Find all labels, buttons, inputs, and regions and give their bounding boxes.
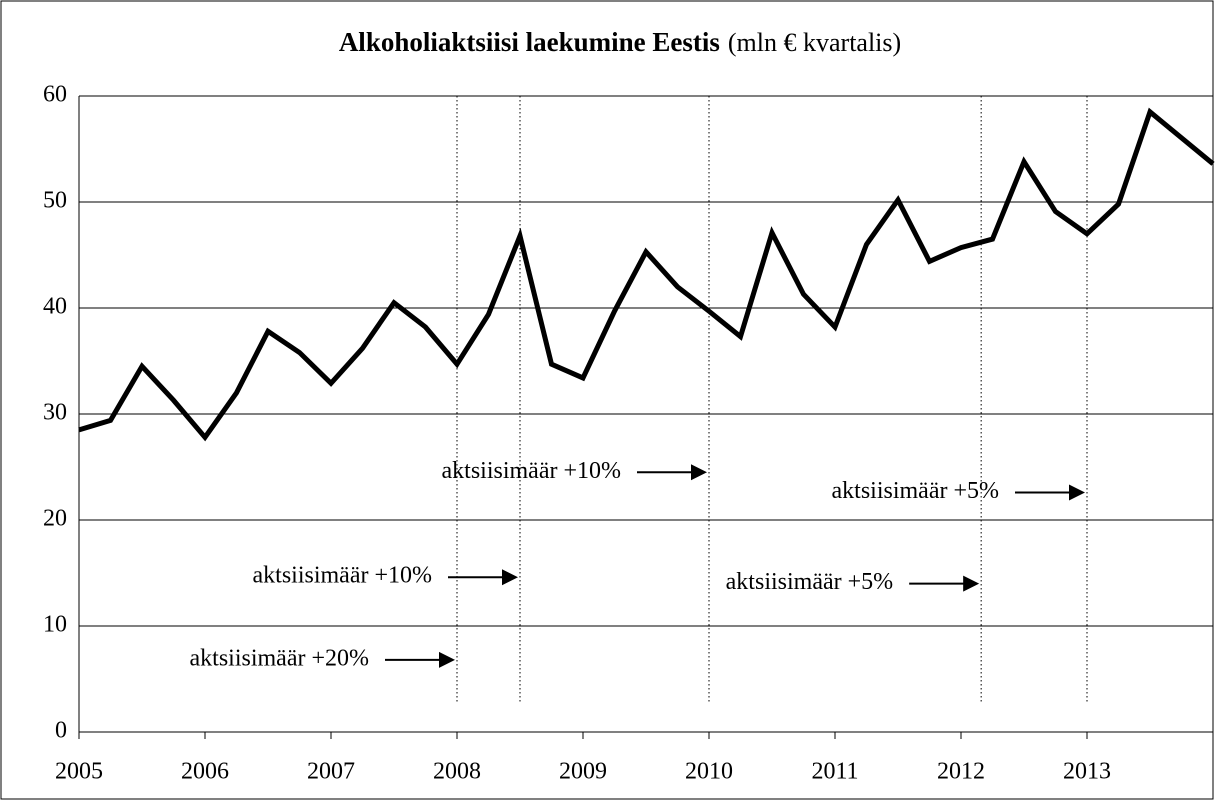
x-tick-label: 2010	[685, 759, 733, 785]
y-tick-label: 30	[43, 400, 67, 426]
event-arrowhead	[691, 464, 707, 481]
y-tick-label: 20	[43, 506, 67, 532]
chart-title: Alkoholiaktsiisi laekumine Eestis	[339, 27, 720, 57]
x-tick-label: 2007	[307, 759, 355, 785]
x-tick-label: 2013	[1063, 759, 1111, 785]
event-label: aktsiisimäär +5%	[726, 569, 894, 595]
chart-subtitle: (mln € kvartalis)	[728, 28, 901, 57]
y-tick-label: 50	[43, 188, 67, 214]
x-tick-label: 2009	[559, 759, 607, 785]
event-label: aktsiisimäär +5%	[832, 478, 1000, 504]
x-tick-label: 2005	[55, 759, 103, 785]
event-label: aktsiisimäär +10%	[253, 563, 433, 589]
x-tick-label: 2008	[433, 759, 481, 785]
y-tick-label: 0	[55, 718, 67, 744]
data-line	[78, 107, 1215, 442]
event-arrowhead	[963, 575, 980, 592]
y-tick-label: 60	[43, 82, 67, 108]
event-arrowhead	[1069, 484, 1085, 501]
event-label: aktsiisimäär +20%	[190, 645, 370, 671]
x-tick-label: 2012	[937, 759, 985, 785]
y-tick-label: 10	[43, 612, 67, 638]
chart-heading: Alkoholiaktsiisi laekumine Eestis (mln € …	[339, 27, 901, 57]
x-tick-label: 2006	[181, 759, 229, 785]
y-tick-label: 40	[43, 294, 67, 320]
event-arrowhead	[439, 651, 455, 668]
event-arrowhead	[502, 569, 518, 586]
x-tick-label: 2011	[811, 759, 858, 785]
event-label: aktsiisimäär +10%	[442, 458, 622, 484]
